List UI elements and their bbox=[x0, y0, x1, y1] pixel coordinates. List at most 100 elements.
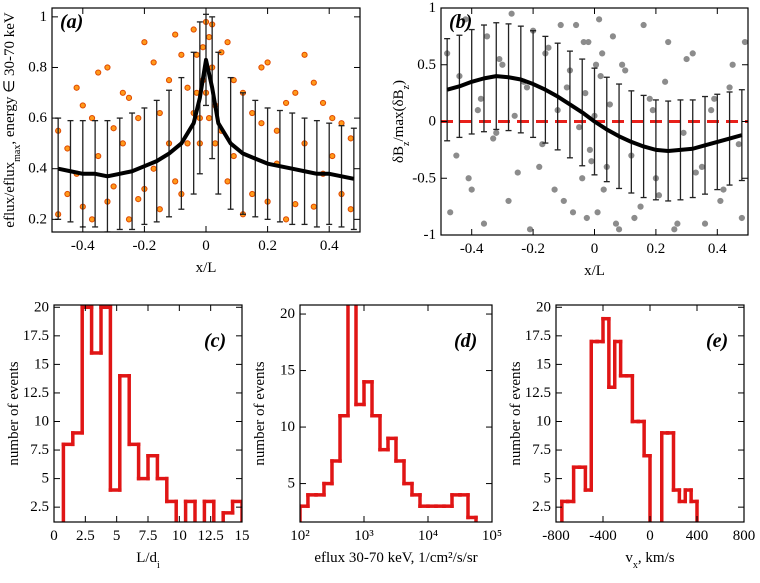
y-tick-label: 0.2 bbox=[28, 211, 47, 227]
x-tick-label: 15 bbox=[235, 528, 250, 544]
x-tick-label: -400 bbox=[589, 528, 617, 544]
y-tick-label: 2.5 bbox=[532, 499, 551, 515]
scatter-point bbox=[230, 77, 237, 84]
scatter-point bbox=[631, 214, 638, 222]
scatter-point bbox=[193, 51, 200, 58]
scatter-point bbox=[135, 115, 142, 122]
scatter-point bbox=[156, 206, 163, 213]
scatter-point bbox=[599, 50, 606, 57]
scatter-point bbox=[73, 84, 80, 91]
y-tick-label: 17.5 bbox=[23, 328, 49, 344]
plot-area bbox=[55, 13, 357, 232]
scatter-point bbox=[282, 216, 290, 223]
scatter-point bbox=[523, 84, 531, 91]
x-tick-label: -0.2 bbox=[133, 238, 157, 254]
scatter-point bbox=[338, 120, 345, 127]
x-tick-label: -0.2 bbox=[521, 241, 545, 257]
scatter-point bbox=[462, 16, 469, 23]
scatter-point bbox=[726, 84, 733, 91]
label-part: number of events bbox=[6, 361, 22, 465]
y-tick-label: 15 bbox=[536, 356, 551, 372]
scatter-point bbox=[622, 67, 629, 74]
plot-frame bbox=[440, 7, 749, 236]
scatter-point bbox=[135, 195, 142, 203]
x-tick-label: 0 bbox=[50, 528, 58, 544]
scatter-point bbox=[224, 39, 231, 46]
scatter-point bbox=[490, 135, 497, 142]
panel-label: (b) bbox=[449, 11, 472, 33]
scatter-point bbox=[674, 220, 681, 227]
x-tick-label: 10⁴ bbox=[418, 528, 438, 544]
y-tick-label: 12.5 bbox=[23, 385, 49, 401]
scatter-point bbox=[205, 115, 213, 122]
axis-label: eflux/efluxmax, energy ∈ 30-70 keV bbox=[2, 12, 23, 228]
scatter-point bbox=[563, 84, 570, 91]
label-part: L/d bbox=[136, 550, 157, 566]
label-part: /max(δB bbox=[391, 89, 407, 141]
axis-label: vx, km/s bbox=[625, 550, 674, 571]
x-tick-label: 10 bbox=[172, 528, 187, 544]
scatter-point bbox=[586, 146, 593, 153]
axis-label: number of events bbox=[6, 361, 22, 465]
scatter-point bbox=[465, 175, 472, 182]
scatter-point bbox=[708, 107, 715, 114]
scatter-point bbox=[729, 61, 736, 68]
y-tick-label: 1 bbox=[429, 0, 437, 16]
scatter-point bbox=[88, 216, 96, 223]
scatter-point bbox=[453, 152, 460, 159]
label-part: , km/s bbox=[638, 550, 675, 566]
scatter-point bbox=[310, 79, 317, 86]
panel: -800 -400 0 400 800 2.5 5 7.5 10 12.5 15 17.5 20 (e) v… bbox=[508, 299, 755, 570]
x-tick-label: 10² bbox=[290, 528, 310, 544]
scatter-point bbox=[576, 124, 583, 131]
y-tick-label: 5 bbox=[42, 471, 50, 487]
scatter-point bbox=[735, 141, 742, 148]
y-tick-label: -1 bbox=[424, 227, 437, 243]
scatter-point bbox=[184, 84, 191, 91]
scatter-point bbox=[536, 163, 543, 170]
axis-label: number of events bbox=[252, 361, 268, 465]
scatter-point bbox=[646, 95, 653, 102]
axis-label: eflux 30-70 keV, 1/cm²/s/sr bbox=[314, 550, 477, 566]
scatter-point bbox=[655, 192, 663, 199]
scatter-point bbox=[640, 21, 647, 29]
scatter-point bbox=[615, 226, 623, 233]
scatter-point bbox=[619, 61, 626, 68]
scatter-point bbox=[249, 190, 256, 198]
scatter-point bbox=[588, 158, 595, 165]
label-part: ) bbox=[391, 80, 407, 85]
scatter-point bbox=[230, 152, 237, 160]
scatter-point bbox=[310, 203, 317, 210]
scatter-point bbox=[539, 141, 546, 148]
label-part: number of events bbox=[508, 361, 524, 465]
scatter-point bbox=[264, 59, 271, 66]
scatter-point bbox=[483, 33, 491, 40]
scatter-point bbox=[282, 99, 290, 107]
label-part: x bbox=[633, 560, 638, 571]
label-part: i bbox=[157, 560, 160, 571]
scatter-point bbox=[88, 115, 96, 122]
y-tick-label: 0 bbox=[429, 114, 437, 130]
scatter-point bbox=[95, 152, 102, 160]
scatter-point bbox=[557, 21, 564, 29]
panel-label: (c) bbox=[204, 330, 226, 352]
scatter-point bbox=[119, 140, 126, 147]
x-tick-label: 12.5 bbox=[198, 528, 224, 544]
scatter-point bbox=[662, 78, 669, 85]
scatter-point bbox=[95, 69, 102, 76]
scatter-point bbox=[689, 50, 696, 57]
y-tick-label: 7.5 bbox=[30, 442, 49, 458]
x-tick-label: 0 bbox=[646, 528, 654, 544]
scatter-point bbox=[258, 120, 265, 127]
x-tick-label: 5 bbox=[113, 528, 121, 544]
scatter-point bbox=[560, 197, 567, 205]
axis-label: δBz/max(δBz) bbox=[391, 80, 412, 163]
scatter-point bbox=[526, 226, 534, 233]
label-part: δB bbox=[391, 146, 407, 163]
scatter-point bbox=[172, 31, 179, 38]
y-tick-label: 10 bbox=[280, 419, 295, 435]
x-tick-label: 0 bbox=[202, 238, 210, 254]
x-tick-label: -0.4 bbox=[71, 238, 95, 254]
scatter-point bbox=[665, 38, 672, 46]
scatter-point bbox=[64, 145, 71, 152]
